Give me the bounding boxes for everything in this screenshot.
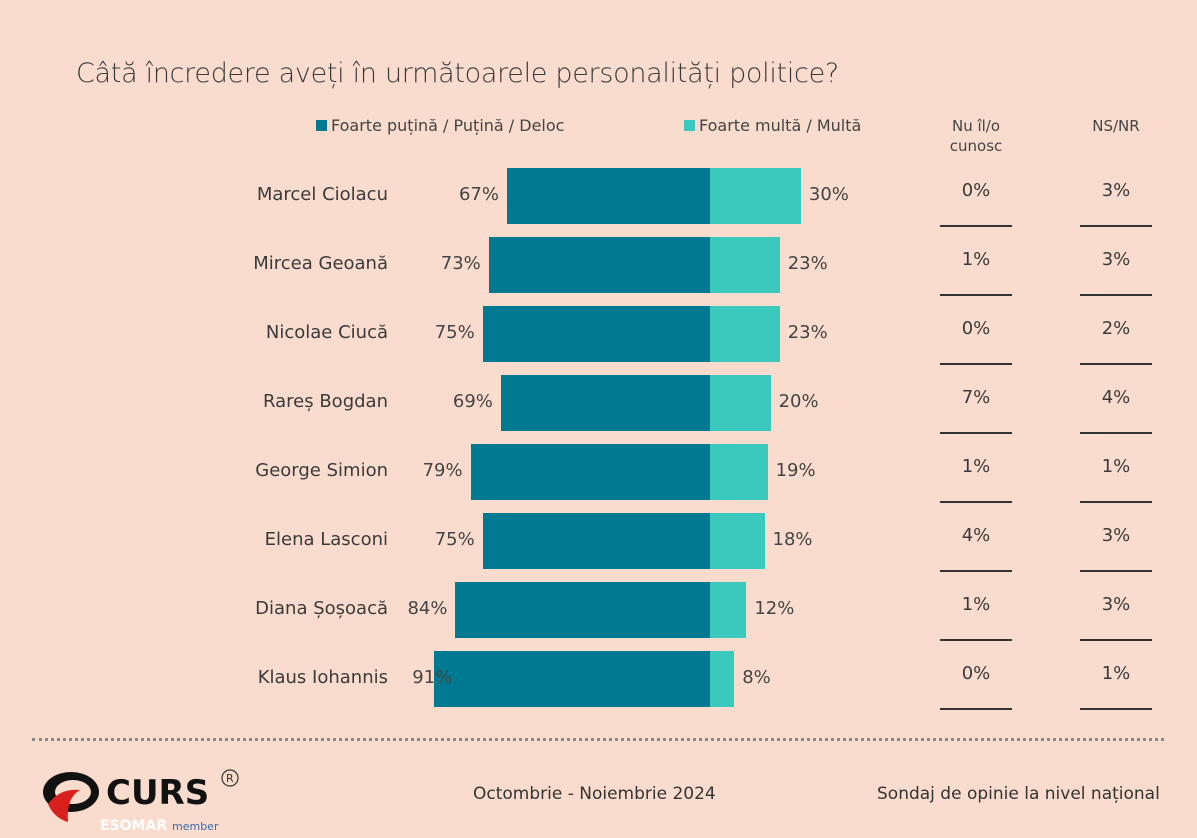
data-label-high: 23% [787, 322, 828, 343]
row-underline [940, 639, 1012, 641]
column-value: 4% [961, 525, 991, 546]
column-value: 0% [961, 318, 991, 339]
row-underline [940, 570, 1012, 572]
row-underline [1080, 639, 1152, 641]
bar-low [506, 168, 710, 224]
bar-high [710, 513, 765, 569]
bar-high [710, 375, 771, 431]
row-underline [940, 501, 1012, 503]
data-label-low: 69% [452, 391, 493, 412]
curs-logo-icon: CURS R ESOMAR member [43, 769, 239, 834]
data-label-low: 84% [407, 598, 448, 619]
data-label-high: 30% [808, 184, 849, 205]
category-label: Nicolae Ciucă [265, 322, 388, 343]
bar-high [710, 444, 768, 500]
category-label: Diana Șoșoacă [255, 598, 388, 619]
column-value: 1% [961, 249, 991, 270]
bar-low [455, 582, 710, 638]
legend-item-low: Foarte puțină / Puțină / Deloc [316, 116, 564, 135]
column-header-nsnr: NS/NR [1092, 117, 1140, 135]
column-value: 3% [1101, 594, 1131, 615]
svg-text:member: member [172, 820, 219, 833]
data-label-high: 12% [754, 598, 795, 619]
data-label-high: 19% [775, 460, 816, 481]
legend-item-high: Foarte multă / Multă [684, 116, 861, 135]
category-label: George Simion [255, 460, 388, 481]
chart-title: Câtă încredere aveți în următoarele pers… [76, 58, 839, 89]
svg-text:CURS: CURS [106, 773, 209, 813]
bar-high [710, 237, 780, 293]
bar-high [710, 168, 801, 224]
column-value: 7% [961, 387, 991, 408]
data-label-high: 20% [778, 391, 819, 412]
column-value: 1% [961, 594, 991, 615]
data-label-low: 75% [434, 529, 475, 550]
row-underline [940, 708, 1012, 710]
divider [32, 738, 1164, 741]
bar-high [710, 651, 735, 707]
data-label-low: 91% [412, 667, 453, 688]
category-label: Marcel Ciolacu [256, 184, 388, 205]
bar-low [470, 444, 710, 500]
row-underline [1080, 432, 1152, 434]
bar-high [710, 582, 747, 638]
legend-label: Foarte multă / Multă [699, 116, 862, 135]
column-value: 0% [961, 180, 991, 201]
row-underline [1080, 294, 1152, 296]
row-underline [1080, 225, 1152, 227]
row-underline [1080, 708, 1152, 710]
row-underline [940, 294, 1012, 296]
data-label-low: 67% [458, 184, 499, 205]
bar-low [482, 306, 710, 362]
footer-survey: Sondaj de opinie la nivel național [877, 784, 1160, 804]
column-value: 0% [961, 663, 991, 684]
column-value: 1% [961, 456, 991, 477]
column-value: 3% [1101, 180, 1131, 201]
category-label: Rareș Bogdan [263, 391, 388, 412]
legend-swatch [684, 120, 695, 131]
column-value: 1% [1101, 663, 1131, 684]
legend-label: Foarte puțină / Puțină / Deloc [331, 116, 565, 135]
bar-low [482, 513, 710, 569]
bar-high [710, 306, 780, 362]
category-label: Mircea Geoană [253, 253, 388, 274]
data-label-high: 23% [787, 253, 828, 274]
curs-logo: CURS R ESOMAR member [40, 768, 240, 834]
data-label-low: 73% [440, 253, 481, 274]
footer-period: Octombrie - Noiembrie 2024 [473, 784, 716, 804]
bar-low [500, 375, 710, 431]
category-label: Klaus Iohannis [257, 667, 388, 688]
svg-text:R: R [226, 772, 234, 785]
data-label-high: 8% [742, 667, 771, 688]
category-label: Elena Lasconi [264, 529, 388, 550]
row-underline [1080, 570, 1152, 572]
row-underline [940, 225, 1012, 227]
legend-swatch [316, 120, 327, 131]
bar-low [488, 237, 710, 293]
data-label-low: 75% [434, 322, 475, 343]
column-value: 3% [1101, 249, 1131, 270]
column-value: 1% [1101, 456, 1131, 477]
column-value: 4% [1101, 387, 1131, 408]
column-value: 2% [1101, 318, 1131, 339]
data-label-high: 18% [772, 529, 813, 550]
row-underline [940, 432, 1012, 434]
row-underline [1080, 501, 1152, 503]
column-value: 3% [1101, 525, 1131, 546]
svg-text:ESOMAR: ESOMAR [100, 818, 167, 834]
data-label-low: 79% [422, 460, 463, 481]
row-underline [940, 363, 1012, 365]
row-underline [1080, 363, 1152, 365]
column-header-unknown: Nu îl/o cunosc [949, 117, 1003, 155]
bar-low [434, 651, 710, 707]
